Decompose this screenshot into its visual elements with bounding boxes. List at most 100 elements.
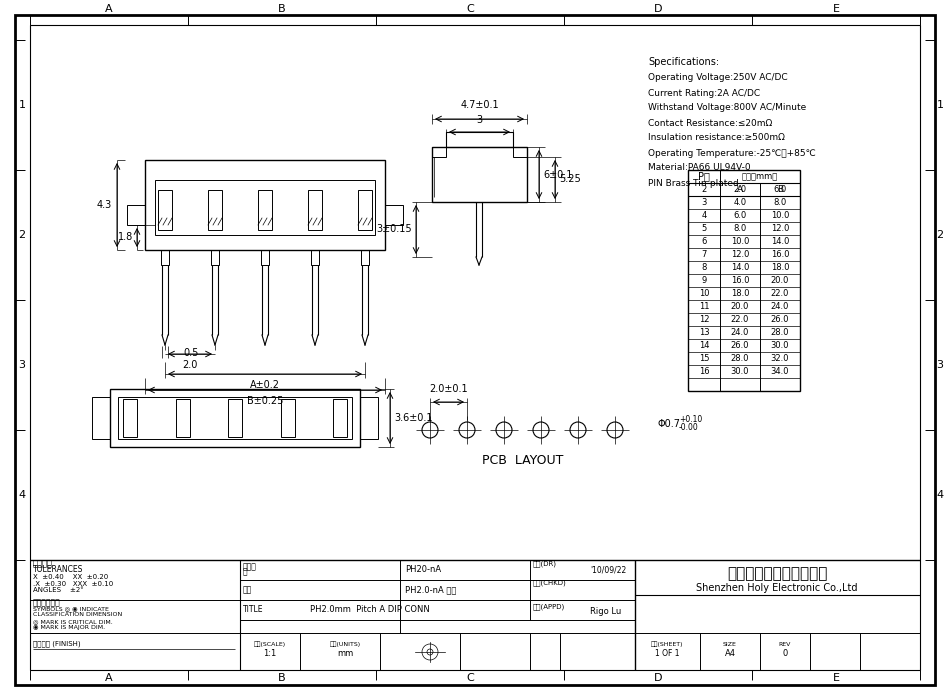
Text: A: A bbox=[105, 673, 113, 683]
Text: PH2.0mm  Pitch A DIP CONN: PH2.0mm Pitch A DIP CONN bbox=[310, 606, 429, 615]
Text: 6.0: 6.0 bbox=[773, 185, 787, 194]
Text: 4: 4 bbox=[701, 211, 707, 220]
Text: 1: 1 bbox=[937, 100, 943, 110]
Text: 30.0: 30.0 bbox=[770, 341, 789, 350]
Text: CLASSIFICATION DIMENSION: CLASSIFICATION DIMENSION bbox=[33, 612, 123, 617]
Text: 2.0: 2.0 bbox=[182, 360, 198, 370]
Text: 28.0: 28.0 bbox=[731, 354, 750, 363]
Text: 8.0: 8.0 bbox=[773, 198, 787, 207]
Text: 3: 3 bbox=[701, 198, 707, 207]
Text: -0.00: -0.00 bbox=[679, 424, 699, 433]
Bar bbox=[118, 397, 352, 439]
Text: +0.10: +0.10 bbox=[679, 416, 702, 424]
Text: 20.0: 20.0 bbox=[770, 276, 789, 285]
Text: 14.0: 14.0 bbox=[770, 237, 789, 246]
Text: 审核(CHKD): 审核(CHKD) bbox=[533, 580, 567, 587]
Bar bbox=[358, 190, 372, 230]
Text: 张数(SHEET): 张数(SHEET) bbox=[651, 641, 683, 647]
Text: 表面处理 (FINISH): 表面处理 (FINISH) bbox=[33, 640, 81, 648]
Text: 20.0: 20.0 bbox=[731, 302, 750, 311]
Text: 13: 13 bbox=[698, 328, 710, 337]
Text: 品名: 品名 bbox=[243, 585, 253, 594]
Text: PH2.0-nA 直针: PH2.0-nA 直针 bbox=[405, 585, 456, 594]
Text: 单位(UNITS): 单位(UNITS) bbox=[330, 641, 361, 647]
Text: TOLERANCES: TOLERANCES bbox=[33, 566, 84, 575]
Text: Material:PA66 UL94V-0: Material:PA66 UL94V-0 bbox=[648, 164, 751, 172]
Text: 12: 12 bbox=[699, 315, 710, 324]
Text: ◎ MARK IS CRITICAL DIM.: ◎ MARK IS CRITICAL DIM. bbox=[33, 620, 113, 624]
Text: 制图(DR): 制图(DR) bbox=[533, 561, 557, 567]
Bar bbox=[261, 250, 269, 265]
Bar bbox=[161, 250, 169, 265]
Text: ANGLES    ±2°: ANGLES ±2° bbox=[33, 587, 84, 593]
Text: 4: 4 bbox=[937, 490, 943, 500]
Text: 1 OF 1: 1 OF 1 bbox=[655, 648, 679, 657]
Bar bbox=[688, 170, 800, 391]
Text: 22.0: 22.0 bbox=[770, 289, 789, 298]
Bar bbox=[446, 132, 513, 147]
Text: Operating Temperature:-25℃～+85℃: Operating Temperature:-25℃～+85℃ bbox=[648, 148, 816, 158]
Text: 3: 3 bbox=[937, 360, 943, 370]
Text: 一般公差: 一般公差 bbox=[33, 559, 53, 568]
Bar bbox=[333, 399, 347, 437]
Bar bbox=[92, 397, 110, 439]
Text: D: D bbox=[654, 673, 662, 683]
Text: 5.25: 5.25 bbox=[559, 174, 580, 185]
Text: P数: P数 bbox=[698, 172, 710, 181]
Text: E: E bbox=[832, 4, 840, 14]
Text: 6: 6 bbox=[701, 237, 707, 246]
Text: 2: 2 bbox=[701, 185, 707, 194]
Text: 3: 3 bbox=[18, 360, 26, 370]
Text: Withstand Voltage:800V AC/Minute: Withstand Voltage:800V AC/Minute bbox=[648, 104, 807, 113]
Text: .X  ±0.30   XXX  ±0.10: .X ±0.30 XXX ±0.10 bbox=[33, 581, 113, 587]
Text: Specifications:: Specifications: bbox=[648, 57, 719, 67]
Bar bbox=[123, 399, 137, 437]
Text: 18.0: 18.0 bbox=[731, 289, 750, 298]
Text: 32.0: 32.0 bbox=[770, 354, 789, 363]
Text: 4.7±0.1: 4.7±0.1 bbox=[460, 100, 499, 110]
Text: Contact Resistance:≤20mΩ: Contact Resistance:≤20mΩ bbox=[648, 118, 772, 127]
Text: 4: 4 bbox=[18, 490, 26, 500]
Bar bbox=[311, 250, 319, 265]
Text: 18.0: 18.0 bbox=[770, 263, 789, 272]
Text: 尺寸（mm）: 尺寸（mm） bbox=[742, 172, 778, 181]
Text: 12.0: 12.0 bbox=[731, 250, 750, 259]
Bar bbox=[513, 147, 527, 157]
Text: 2.0: 2.0 bbox=[733, 185, 747, 194]
Text: Φ0.7: Φ0.7 bbox=[657, 419, 680, 429]
Text: PIN Brass Tin-plated: PIN Brass Tin-plated bbox=[648, 178, 739, 188]
Text: mm: mm bbox=[337, 648, 353, 657]
Text: 6.0: 6.0 bbox=[733, 211, 747, 220]
Text: D: D bbox=[654, 4, 662, 14]
Text: 14: 14 bbox=[699, 341, 710, 350]
Text: 1.8: 1.8 bbox=[118, 232, 133, 242]
Text: 2: 2 bbox=[937, 230, 943, 240]
Text: PCB  LAYOUT: PCB LAYOUT bbox=[482, 454, 563, 466]
Text: B: B bbox=[278, 4, 286, 14]
Text: SYMBOLS ◎ ◉ INDICATE: SYMBOLS ◎ ◉ INDICATE bbox=[33, 606, 109, 612]
Text: 2: 2 bbox=[18, 230, 26, 240]
Text: X  ±0.40    XX  ±0.20: X ±0.40 XX ±0.20 bbox=[33, 574, 108, 580]
Text: 0.5: 0.5 bbox=[183, 348, 199, 358]
Text: 26.0: 26.0 bbox=[770, 315, 789, 324]
Text: 24.0: 24.0 bbox=[770, 302, 789, 311]
Text: 16: 16 bbox=[698, 367, 710, 376]
Bar bbox=[145, 160, 385, 250]
Text: 11: 11 bbox=[699, 302, 710, 311]
Text: 号: 号 bbox=[243, 568, 248, 577]
Text: C: C bbox=[466, 4, 474, 14]
Text: 26.0: 26.0 bbox=[731, 341, 750, 350]
Text: 8.0: 8.0 bbox=[733, 224, 747, 233]
Text: 22.0: 22.0 bbox=[731, 315, 750, 324]
Text: E: E bbox=[832, 673, 840, 683]
Bar bbox=[176, 399, 189, 437]
Bar bbox=[360, 397, 378, 439]
Text: A4: A4 bbox=[725, 648, 735, 657]
Bar bbox=[432, 147, 446, 157]
Text: 深圳市宏利电子有限公司: 深圳市宏利电子有限公司 bbox=[727, 566, 827, 582]
Text: B±0.25: B±0.25 bbox=[247, 396, 283, 406]
Text: 6±0.1: 6±0.1 bbox=[543, 169, 572, 179]
Bar bbox=[308, 190, 322, 230]
Text: 15: 15 bbox=[699, 354, 710, 363]
Text: 12.0: 12.0 bbox=[770, 224, 789, 233]
